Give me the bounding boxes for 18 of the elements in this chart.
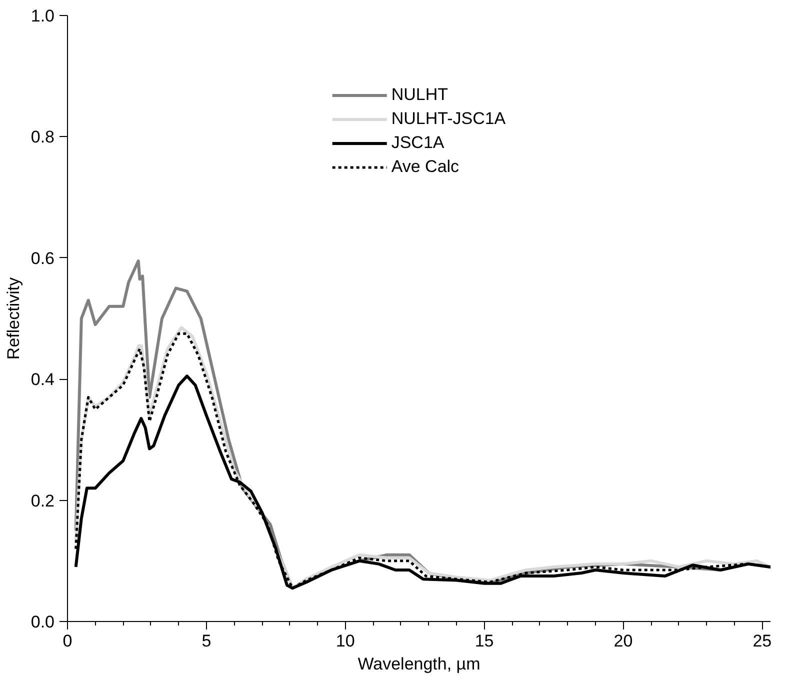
legend-label: NULHT-JSC1A bbox=[391, 109, 506, 129]
y-tick-label: 0.0 bbox=[30, 612, 55, 632]
x-tick-label: 10 bbox=[336, 632, 355, 650]
x-tick-label: 25 bbox=[752, 632, 772, 650]
y-tick-label: 0.2 bbox=[30, 491, 55, 510]
x-tick-label: 20 bbox=[614, 632, 633, 650]
y-tick-label: 1.0 bbox=[30, 6, 55, 26]
y-tick-label: 0.4 bbox=[30, 370, 55, 390]
y-tick-label: 0.8 bbox=[30, 128, 55, 147]
x-axis-title: Wavelength, µm bbox=[358, 654, 480, 674]
y-tick-label: 0.6 bbox=[30, 248, 55, 268]
legend-label: NULHT bbox=[391, 85, 448, 105]
legend-label: Ave Calc bbox=[391, 157, 460, 177]
legend-label: JSC1A bbox=[391, 133, 444, 153]
y-axis-title: Reflectivity bbox=[4, 276, 23, 360]
x-tick-label: 0 bbox=[62, 632, 72, 650]
x-tick-label: 5 bbox=[202, 632, 212, 650]
x-tick-label: 15 bbox=[474, 632, 494, 650]
